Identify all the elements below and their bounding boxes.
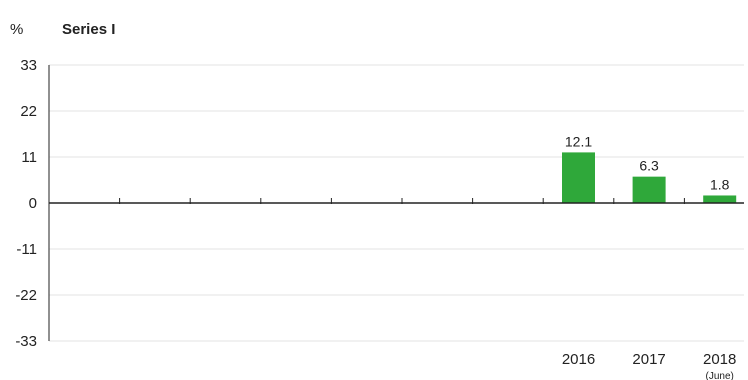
bar [703, 195, 737, 203]
gridlines [49, 64, 744, 342]
y-unit-label: % [10, 21, 23, 38]
y-tick-label: 22 [20, 103, 37, 120]
data-label: 12.1 [565, 133, 592, 149]
x-tick-label: 2018 [703, 351, 736, 368]
x-tick-label: 2017 [632, 351, 665, 368]
y-tick-label: -22 [15, 287, 37, 304]
y-tick-label: 0 [29, 195, 37, 212]
x-tick-label: 2016 [562, 351, 595, 368]
y-tick-label: 11 [21, 149, 37, 166]
y-axis: 33 22 11 0 -11 -22 -33 [15, 57, 50, 350]
y-tick-label: -33 [15, 333, 37, 350]
chart-title: Series I [62, 21, 115, 38]
data-label: 1.8 [710, 176, 730, 192]
bar [632, 176, 666, 203]
bar-series: 12.1 6.3 1.8 [562, 133, 737, 203]
data-label: 6.3 [639, 158, 659, 174]
x-tick-sublabel: (June) [706, 371, 734, 380]
x-axis: 2016 2017 2018 (June) [49, 198, 744, 380]
y-tick-label: -11 [16, 241, 37, 258]
y-tick-label: 33 [20, 57, 37, 74]
bar [562, 152, 595, 203]
